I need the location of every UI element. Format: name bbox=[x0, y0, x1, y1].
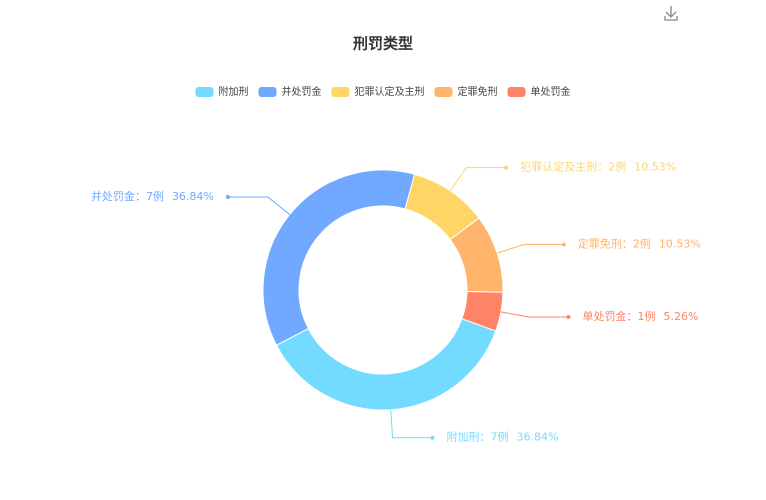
legend-item: 附加刑 bbox=[195, 85, 249, 98]
legend-item: 单处罚金 bbox=[507, 85, 571, 98]
separator: ： bbox=[622, 238, 633, 251]
percent-label: 36.84% bbox=[517, 431, 559, 444]
legend-label: 并处罚金 bbox=[282, 85, 322, 98]
legend-label: 附加刑 bbox=[219, 85, 249, 98]
legend-swatch bbox=[331, 87, 350, 97]
leader-line bbox=[497, 244, 564, 254]
download-icon[interactable] bbox=[664, 6, 678, 21]
leader-dot bbox=[430, 435, 435, 440]
leader-dot bbox=[566, 315, 571, 320]
chart-title: 刑罚类型 bbox=[353, 35, 413, 53]
donut-slice bbox=[262, 169, 416, 346]
leader-dot bbox=[225, 194, 230, 199]
leader-line bbox=[227, 196, 290, 215]
percent-label: 10.53% bbox=[634, 161, 676, 174]
value-label: 2例 bbox=[633, 237, 651, 251]
donut-slice bbox=[461, 291, 504, 332]
legend-item: 犯罪认定及主刑 bbox=[331, 85, 425, 98]
value-label: 7例 bbox=[146, 189, 164, 203]
legend: 附加刑 并处罚金 犯罪认定及主刑 定罪免刑 单处罚金 bbox=[195, 85, 571, 98]
separator: ： bbox=[135, 190, 146, 203]
percent-label: 10.53% bbox=[659, 238, 701, 251]
category: 定罪免刑 bbox=[578, 237, 622, 251]
separator: ： bbox=[627, 310, 638, 323]
legend-swatch bbox=[195, 87, 214, 97]
separator: ： bbox=[597, 161, 608, 174]
legend-swatch bbox=[507, 87, 526, 97]
download-glyph[interactable] bbox=[664, 6, 678, 21]
legend-label: 犯罪认定及主刑 bbox=[355, 85, 425, 98]
category: 单处罚金 bbox=[583, 309, 627, 323]
leader-dot bbox=[561, 242, 566, 247]
legend-swatch bbox=[258, 87, 277, 97]
value-label: 1例 bbox=[638, 309, 656, 323]
legend-label: 定罪免刑 bbox=[458, 85, 498, 98]
leader-line bbox=[390, 409, 433, 439]
category: 并处罚金 bbox=[91, 189, 135, 203]
value-label: 2例 bbox=[608, 160, 626, 174]
value-label: 7例 bbox=[491, 430, 509, 444]
leader-line bbox=[500, 311, 569, 318]
data-label: 单处罚金：1例 5.26% bbox=[583, 309, 699, 323]
data-label: 犯罪认定及主刑：2例 10.53% bbox=[520, 160, 676, 174]
separator: ： bbox=[480, 431, 491, 444]
legend-label: 单处罚金 bbox=[531, 85, 571, 98]
donut-slice bbox=[275, 318, 497, 411]
percent-label: 5.26% bbox=[664, 310, 699, 323]
data-label: 附加刑：7例 36.84% bbox=[447, 430, 559, 444]
leader-line bbox=[450, 167, 507, 192]
legend-item: 并处罚金 bbox=[258, 85, 322, 98]
legend-item: 定罪免刑 bbox=[434, 85, 498, 98]
leader-dot bbox=[504, 165, 509, 170]
category: 附加刑 bbox=[447, 430, 480, 444]
category: 犯罪认定及主刑 bbox=[520, 160, 597, 174]
data-label: 定罪免刑：2例 10.53% bbox=[578, 237, 701, 251]
percent-label: 36.84% bbox=[172, 190, 214, 203]
data-label: 并处罚金：7例 36.84% bbox=[91, 189, 214, 203]
legend-swatch bbox=[434, 87, 453, 97]
